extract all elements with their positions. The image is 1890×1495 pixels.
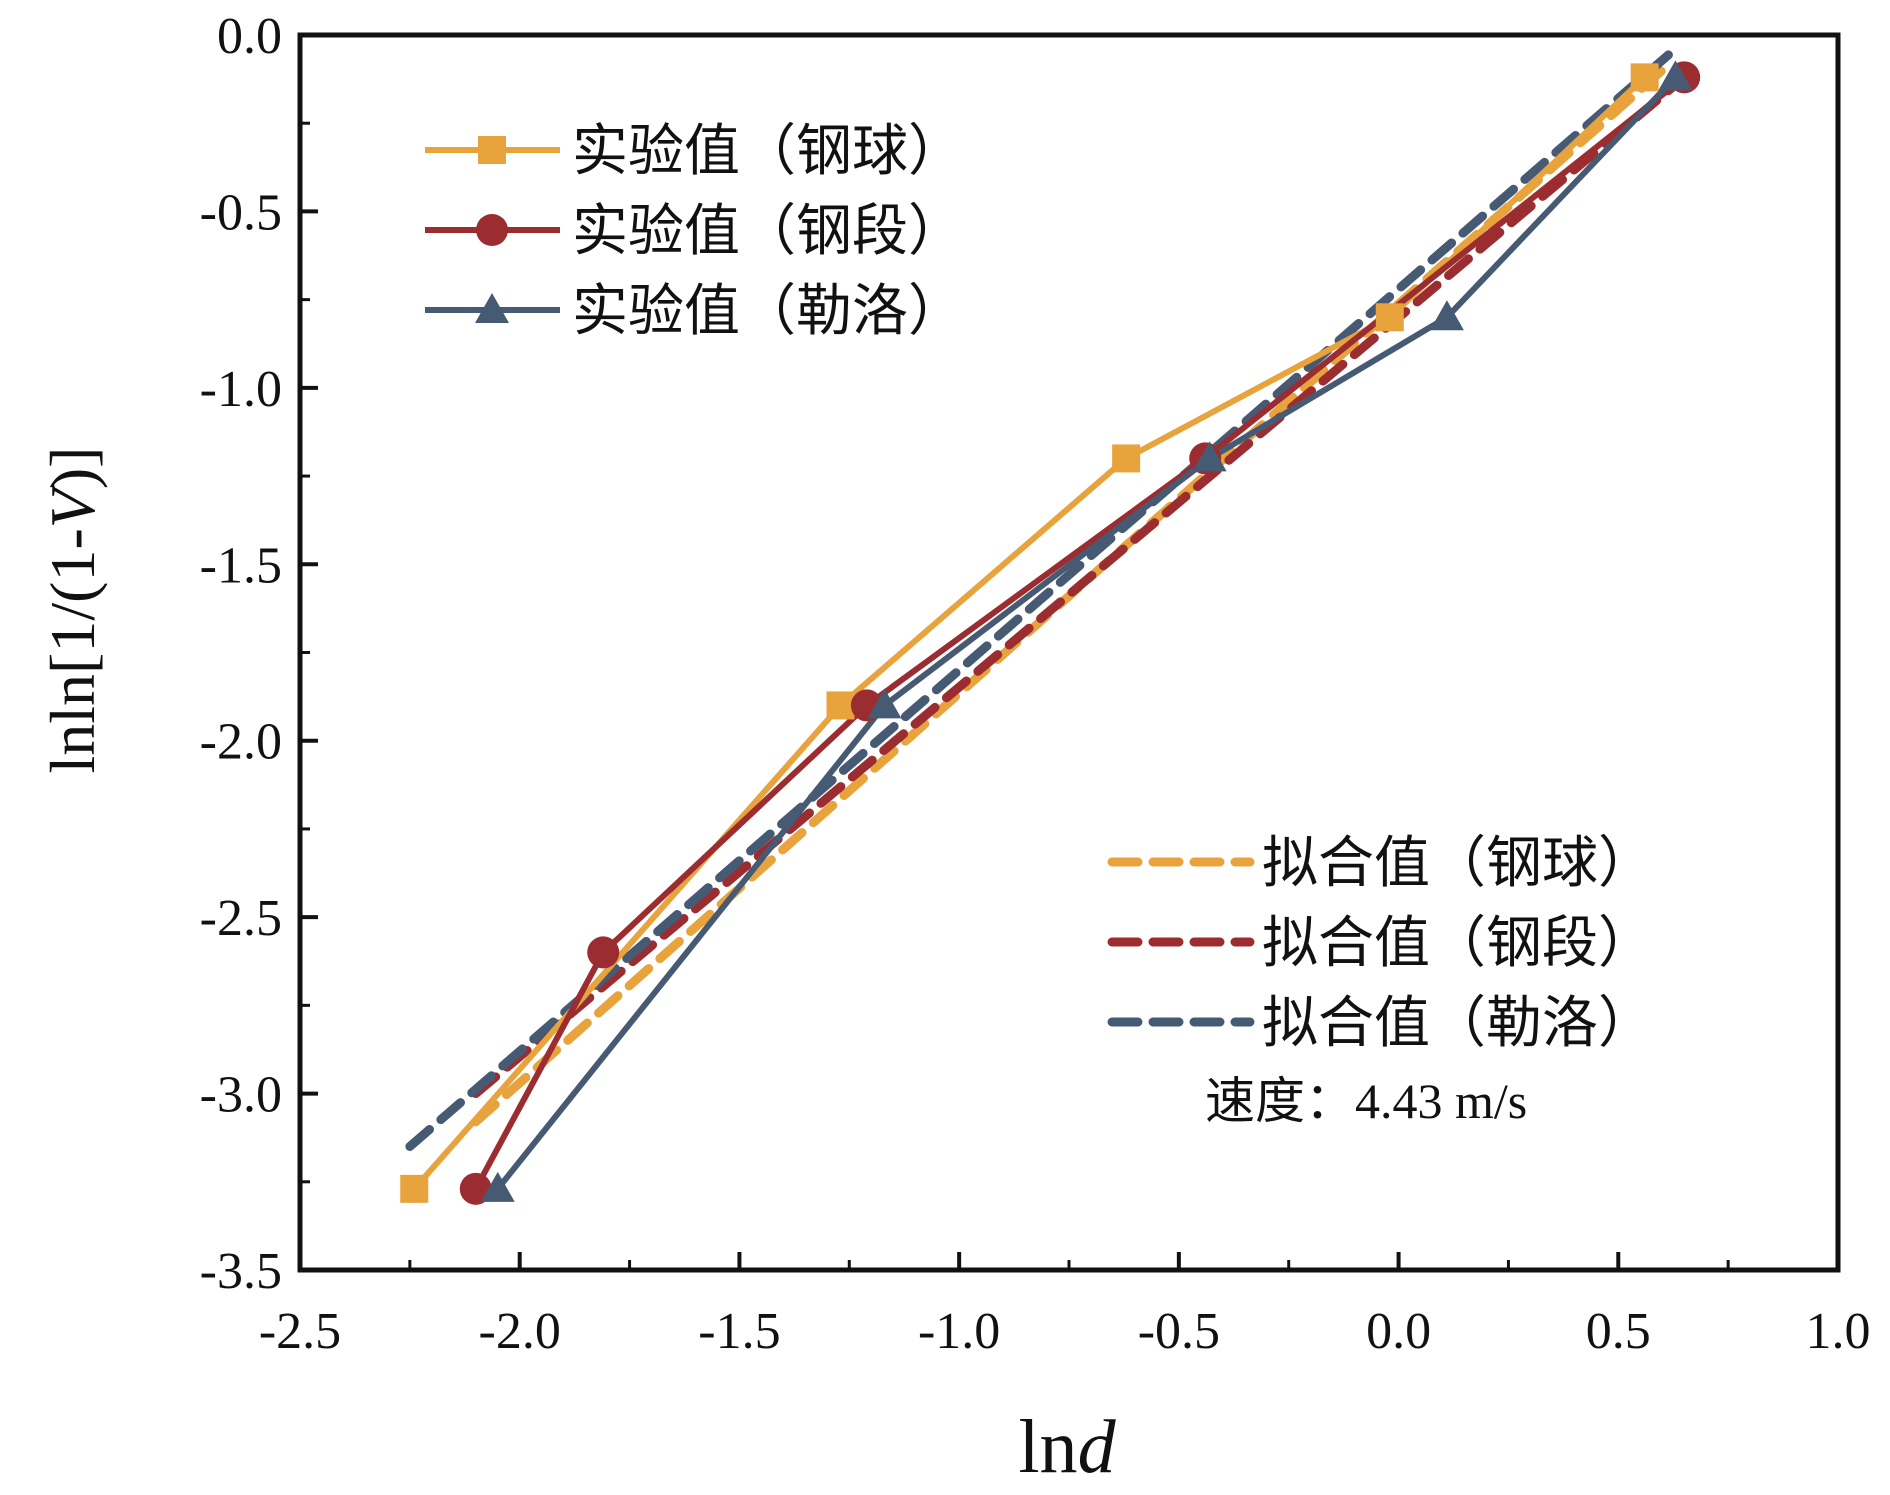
legend-exp-marker-1 [476,214,508,246]
y-tick-label-4: -2.0 [200,714,282,771]
x-tick-label-3: -1.0 [918,1303,1000,1360]
exp-point-2-2 [1192,441,1227,472]
legend-exp-label-0: 实验值（钢球） [572,121,964,183]
legend-exp-label-2: 实验值（勒洛） [572,281,964,343]
y-tick-label-5: -2.5 [200,890,282,947]
x-tick-label-4: -0.5 [1138,1303,1220,1360]
legend-fit-label-0: 拟合值（钢球） [1262,833,1654,895]
axes-layer: -2.5 -2.0 -1.5 -1.0 -0.5 0.0 0.5 1.0 0.0 -0.5 -1.0… [200,8,1871,1360]
x-tick-label-1: -2.0 [479,1303,561,1360]
legend-exp-label-1: 实验值（钢段） [572,201,964,263]
exp-point-2-0 [480,1171,515,1202]
y-tick-label-3: -1.5 [200,537,282,594]
exp-point-1-1 [587,936,620,969]
legend-fit-label-1: 拟合值（钢段） [1262,913,1654,975]
y-tick-label-7: -3.5 [200,1243,282,1300]
legend-exp-marker-2 [475,293,509,323]
x-tick-label-0: -2.5 [259,1303,341,1360]
x-tick-label-2: -1.5 [698,1303,780,1360]
exp-point-0-4 [1630,63,1659,92]
y-tick-label-2: -1.0 [200,361,282,418]
y-axis-label: lnln[1/(1-V)] [37,447,108,774]
x-tick-label-5: 0.0 [1366,1303,1431,1360]
fit-line-1 [471,72,1689,1099]
x-axis-label: lnd [1018,1405,1116,1489]
fit-line-2 [405,48,1676,1151]
plot-layer [400,48,1701,1205]
y-tick-label-0: 0.0 [217,8,282,65]
exp-point-0-0 [400,1174,429,1203]
exp-point-2-1 [867,688,902,719]
legend-fit: 拟合值（钢球） 拟合值（钢段） 拟合值（勒洛） [1107,833,1654,1055]
exp-point-0-2 [1112,444,1141,473]
y-tick-label-1: -0.5 [200,184,282,241]
exp-point-2-4 [1658,60,1693,91]
exp-point-0-3 [1375,303,1404,332]
exp-point-0-1 [826,691,855,720]
legend-fit-label-2: 拟合值（勒洛） [1262,993,1654,1055]
legend-experimental: 实验值（钢球） 实验值（钢段） 实验值（勒洛） [425,121,964,343]
y-tick-label-6: -3.0 [200,1067,282,1124]
legend-exp-marker-0 [478,136,506,164]
x-tick-label-6: 0.5 [1586,1303,1651,1360]
speed-annotation: 速度：4.43 m/s [1205,1073,1527,1129]
exp-point-2-3 [1429,300,1464,331]
x-tick-label-7: 1.0 [1806,1303,1871,1360]
